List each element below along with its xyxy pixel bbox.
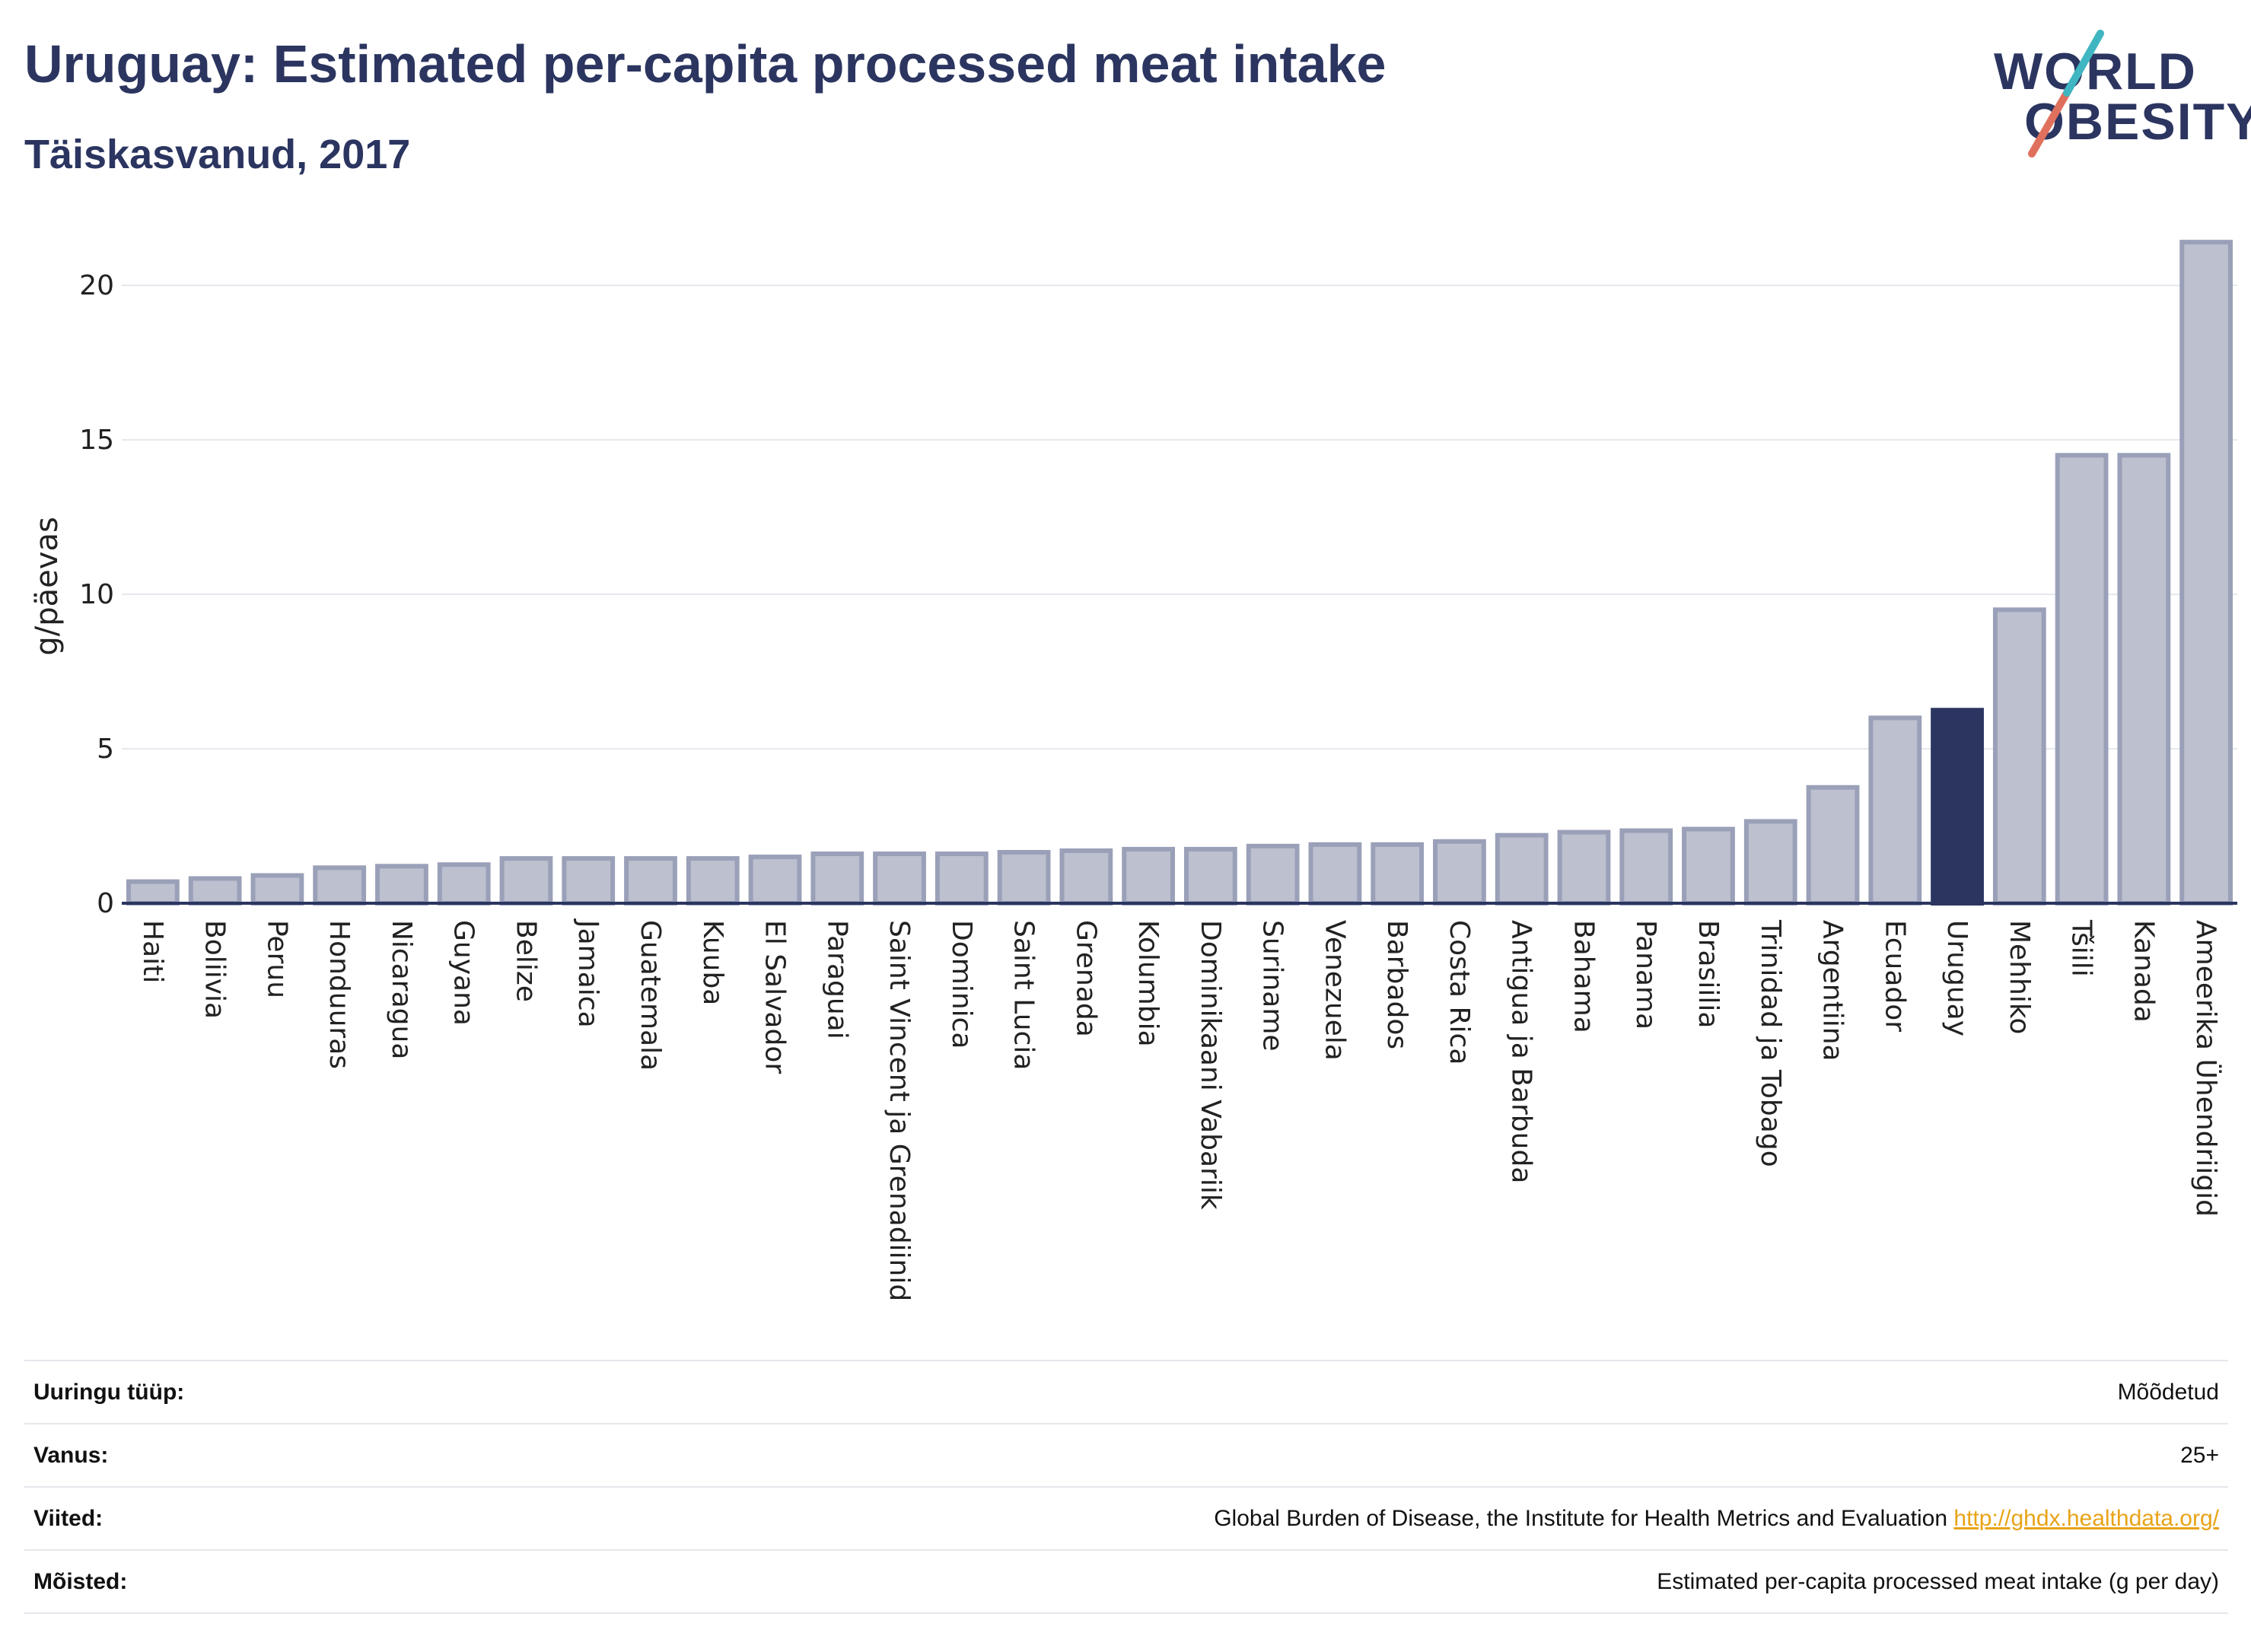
x-tick-label: Ecuador [1879, 920, 1910, 1032]
logo-word-world: WORLD [1994, 43, 2197, 100]
x-tick-label: Haiti [137, 920, 168, 983]
x-tick-label: Grenada [1070, 920, 1101, 1037]
y-tick-label: 0 [97, 888, 114, 919]
x-tick-label: Costa Rica [1444, 920, 1475, 1065]
x-tick-label: El Salvador [759, 920, 791, 1074]
chart-subtitle: Täiskasvanud, 2017 [24, 132, 411, 177]
x-tick-label: Dominikaani Vabariik [1195, 920, 1226, 1210]
logo-slash-icon [2028, 30, 2104, 158]
bar [375, 864, 428, 906]
bar [437, 862, 491, 906]
bar [1743, 819, 1797, 906]
meta-value: Mõõdetud [2117, 1379, 2219, 1405]
world-obesity-logo: WORLD OBESITY [1979, 23, 2251, 160]
meta-label: Mõisted: [33, 1568, 128, 1594]
bar [1371, 842, 1425, 906]
meta-row-survey-type: Uuringu tüüp: Mõõdetud [24, 1361, 2228, 1424]
x-tick-label: Jamaica [572, 918, 603, 1028]
x-tick-label: Bahama [1568, 920, 1599, 1033]
x-tick-label: Boliivia [199, 920, 231, 1019]
meta-row-age: Vanus: 25+ [24, 1424, 2228, 1487]
x-tick-label: Tšiili [2066, 919, 2097, 977]
bar [1619, 828, 1673, 906]
x-tick-label: Argentiina [1817, 920, 1848, 1062]
metadata-table: Uuringu tüüp: Mõõdetud Vanus: 25+ Viited… [24, 1360, 2228, 1614]
x-tick-label: Paraguai [821, 920, 852, 1039]
bar [1308, 842, 1362, 906]
x-tick-label: Brasiilia [1692, 920, 1724, 1028]
x-tick-label: Saint Lucia [1008, 920, 1040, 1070]
bar [313, 865, 367, 906]
x-tick-label: Kuuba [697, 920, 728, 1005]
x-tick-label: Honduuras [323, 920, 355, 1069]
bar [1682, 826, 1735, 906]
bar [1183, 846, 1237, 906]
bar [188, 876, 242, 906]
x-tick-label: Kanada [2128, 920, 2159, 1023]
bar [1557, 829, 1611, 906]
bar [1868, 715, 1922, 906]
x-tick-label: Panama [1630, 920, 1661, 1030]
meta-value: 25+ [2180, 1442, 2219, 1468]
bar [624, 856, 677, 906]
meta-value: Estimated per-capita processed meat inta… [1657, 1568, 2219, 1594]
x-tick-label: Peruu [261, 920, 292, 998]
y-tick-label: 15 [79, 425, 114, 456]
bar [1059, 848, 1113, 906]
chart-title: Uruguay: Estimated per-capita processed … [24, 34, 1387, 94]
meta-label: Vanus: [33, 1442, 109, 1468]
bar [1246, 843, 1300, 906]
meta-value: Global Burden of Disease, the Institute … [326, 1487, 2228, 1550]
bar [686, 856, 740, 906]
reference-link[interactable]: http://ghdx.healthdata.org/ [1953, 1505, 2219, 1531]
bar-chart: 0 5 10 15 20 g/päevas Haiti Boliivia Peruu Honduu… [30, 240, 2237, 1301]
x-tick-label: Antigua ja Barbuda [1506, 920, 1537, 1183]
x-tick-label: Kolumbia [1132, 920, 1164, 1047]
y-axis-title: g/päevas [30, 517, 65, 655]
x-tick-label: Belize [510, 920, 541, 1002]
bar [1122, 846, 1176, 906]
bar [748, 855, 802, 906]
bar [2179, 240, 2233, 906]
meta-row-definitions: Mõisted: Estimated per-capita processed … [24, 1550, 2228, 1613]
x-tick-label: Saint Vincent ja Grenadiinid [884, 920, 915, 1301]
bar [997, 850, 1051, 906]
meta-label: Viited: [33, 1505, 103, 1531]
bar [2055, 453, 2109, 906]
x-tick-label: Suriname [1257, 920, 1288, 1052]
x-tick-label: Trinidad ja Tobago [1755, 919, 1786, 1167]
bar [562, 856, 616, 906]
bar [934, 851, 989, 906]
y-tick-label: 5 [97, 734, 114, 765]
x-tick-label: Uruguay [1941, 920, 1972, 1036]
x-tick-label: Barbados [1381, 920, 1412, 1049]
bar [499, 856, 553, 906]
bar [873, 851, 926, 906]
x-tick-label: Guatemala [635, 920, 666, 1071]
bar [1806, 785, 1860, 906]
reference-text: Global Burden of Disease, the Institute … [1214, 1505, 1948, 1531]
bar [810, 851, 864, 906]
x-tick-label: Guyana [448, 920, 479, 1026]
meta-label: Uuringu tüüp: [33, 1379, 185, 1405]
x-tick-label: Mehhiko [2004, 920, 2035, 1034]
bar [1992, 607, 2046, 906]
x-tick-label: Dominica [946, 920, 977, 1049]
bar [2117, 453, 2171, 906]
y-tick-label: 20 [79, 270, 114, 301]
meta-row-references: Viited: Global Burden of Disease, the In… [24, 1487, 2228, 1550]
x-tick-label: Ameerika Ühendriigid [2190, 920, 2222, 1217]
y-tick-label: 10 [79, 579, 114, 610]
x-tick-label: Nicaragua [386, 920, 417, 1059]
x-tick-label: Venezuela [1319, 920, 1350, 1061]
bar [126, 879, 180, 906]
bar [1931, 708, 1984, 906]
bar [1433, 839, 1486, 906]
bar [250, 873, 304, 906]
bar [1495, 832, 1549, 906]
